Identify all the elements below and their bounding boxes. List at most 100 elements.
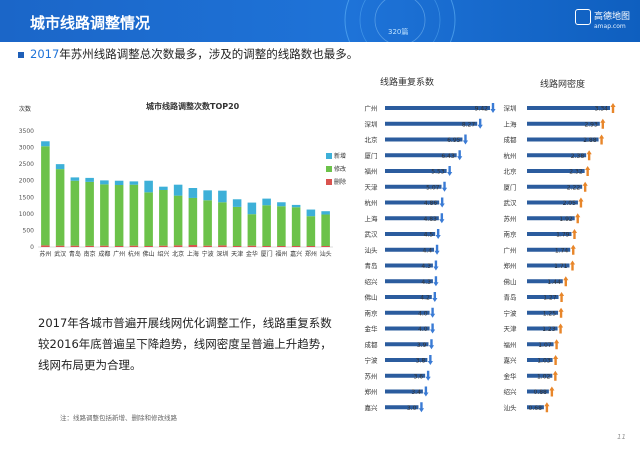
down-arrow-icon: [457, 150, 463, 161]
bar-segment: [232, 199, 242, 207]
chart-title: 城市线路调整次数TOP20: [146, 102, 240, 111]
x-tick-label: 郑州: [305, 250, 317, 258]
city-label: 北京: [365, 135, 379, 144]
down-arrow-icon: [439, 213, 445, 224]
x-tick-label: 上海: [187, 250, 199, 258]
bar-segment: [321, 211, 330, 215]
x-tick-label: 深圳: [216, 250, 228, 258]
bar-segment: [129, 181, 139, 185]
up-arrow-icon: [610, 103, 616, 113]
hbar-value-label: 1.23: [542, 326, 556, 333]
hbar: [527, 405, 544, 410]
hbar: [527, 310, 559, 315]
bar-segment: [41, 245, 50, 247]
up-arrow-icon: [600, 118, 606, 129]
down-arrow-icon: [462, 134, 469, 145]
hbar-value-label: 0.88: [534, 389, 548, 396]
bar-segment: [291, 204, 301, 208]
up-arrow-icon: [552, 370, 558, 381]
bar-segment: [203, 190, 212, 201]
hbar-value-label: 4.83: [423, 216, 437, 223]
hbar-value-label: 3.9: [417, 342, 427, 349]
bar-segment: [100, 184, 109, 246]
hbar: [385, 216, 439, 221]
bar-segment: [262, 246, 271, 247]
header-bar: 城市线路调整情况 320篇 高德地图 amap.com: [0, 0, 640, 42]
city-label: 绍兴: [365, 277, 379, 286]
x-tick-label: 金华: [246, 250, 258, 258]
hbar: [527, 121, 600, 126]
city-label: 福州: [365, 167, 378, 176]
down-arrow-icon: [433, 276, 439, 287]
x-tick-label: 嘉兴: [290, 250, 302, 258]
up-arrow-icon: [563, 276, 569, 287]
legend-label: 删除: [334, 178, 346, 186]
hbar: [527, 232, 572, 236]
hbar-value-label: 3.0: [407, 405, 417, 412]
bar-segment: [159, 245, 168, 247]
bar-segment: [41, 141, 50, 147]
hbar-value-label: 1.44: [547, 279, 561, 286]
down-arrow-icon: [434, 244, 440, 255]
city-label: 成都: [504, 135, 518, 144]
hbar: [527, 373, 553, 378]
x-tick-label: 青岛: [69, 250, 81, 258]
city-label: 苏州: [365, 371, 378, 380]
up-arrow-icon: [571, 229, 578, 239]
bar-segment: [262, 205, 271, 247]
amap-logo: 高德地图 amap.com: [575, 8, 635, 36]
hbar-value-label: 3.8: [416, 358, 426, 365]
down-arrow-icon: [447, 166, 453, 176]
x-tick-label: 福州: [275, 250, 287, 258]
bar-segment: [159, 189, 168, 246]
down-arrow-icon: [429, 307, 436, 318]
city-label: 广州: [504, 245, 517, 254]
hbar: [527, 137, 599, 142]
up-arrow-icon: [575, 213, 581, 224]
down-arrow-icon: [441, 181, 448, 192]
city-label: 佛山: [365, 293, 378, 302]
hbar-value-label: 9.42: [475, 106, 489, 113]
hbar: [385, 405, 419, 410]
bar-segment: [203, 245, 212, 247]
hbar: [385, 373, 426, 378]
bar-segment: [55, 169, 65, 246]
up-arrow-icon: [570, 244, 576, 255]
down-arrow-icon: [425, 370, 431, 381]
bar-segment: [129, 245, 139, 247]
city-label: 上海: [365, 214, 379, 223]
headline-year: 2017: [30, 47, 60, 61]
hbar-value-label: 2.88: [583, 137, 597, 144]
hbar: [385, 358, 428, 362]
hbar: [527, 295, 559, 299]
headline: 2017年苏州线路调整总次数最多，涉及的调整的线路数也最多。: [18, 46, 358, 62]
hbar-value-label: 1.25: [543, 310, 557, 317]
hbar: [527, 106, 610, 110]
down-arrow-icon: [433, 260, 439, 271]
bar-segment: [55, 245, 65, 247]
x-tick-label: 宁波: [202, 250, 214, 258]
hbar: [527, 247, 571, 252]
down-arrow-icon: [418, 402, 425, 413]
legend-label: 修改: [334, 165, 346, 173]
summary-paragraph: 2017年各城市普遍开展线网优化调整工作，线路重复系数较2016年底普遍呈下降趋…: [38, 316, 332, 372]
bar-segment: [188, 245, 198, 247]
bar-segment: [188, 188, 198, 198]
hbar-value-label: 4.5: [424, 232, 434, 239]
hbar: [527, 216, 575, 221]
x-tick-label: 南京: [84, 250, 96, 258]
hbar: [385, 184, 442, 189]
bar-segment: [277, 246, 286, 247]
x-tick-label: 成都: [98, 250, 110, 258]
hbar-value-label: 1.02: [537, 373, 551, 380]
bar-segment: [218, 202, 227, 246]
hbar-value-label: 6.95: [447, 137, 461, 144]
hbar-value-label: 1.03: [537, 358, 551, 365]
bar-segment: [247, 245, 257, 247]
hbar-value-label: 5.53: [431, 169, 445, 176]
repeat-coef-title: 线路重复系数: [380, 78, 435, 88]
logo-name: 高德地图: [594, 12, 631, 22]
header-deco-text: 320篇: [388, 28, 409, 36]
bar-segment: [55, 164, 65, 170]
legend-swatch: [326, 153, 332, 159]
